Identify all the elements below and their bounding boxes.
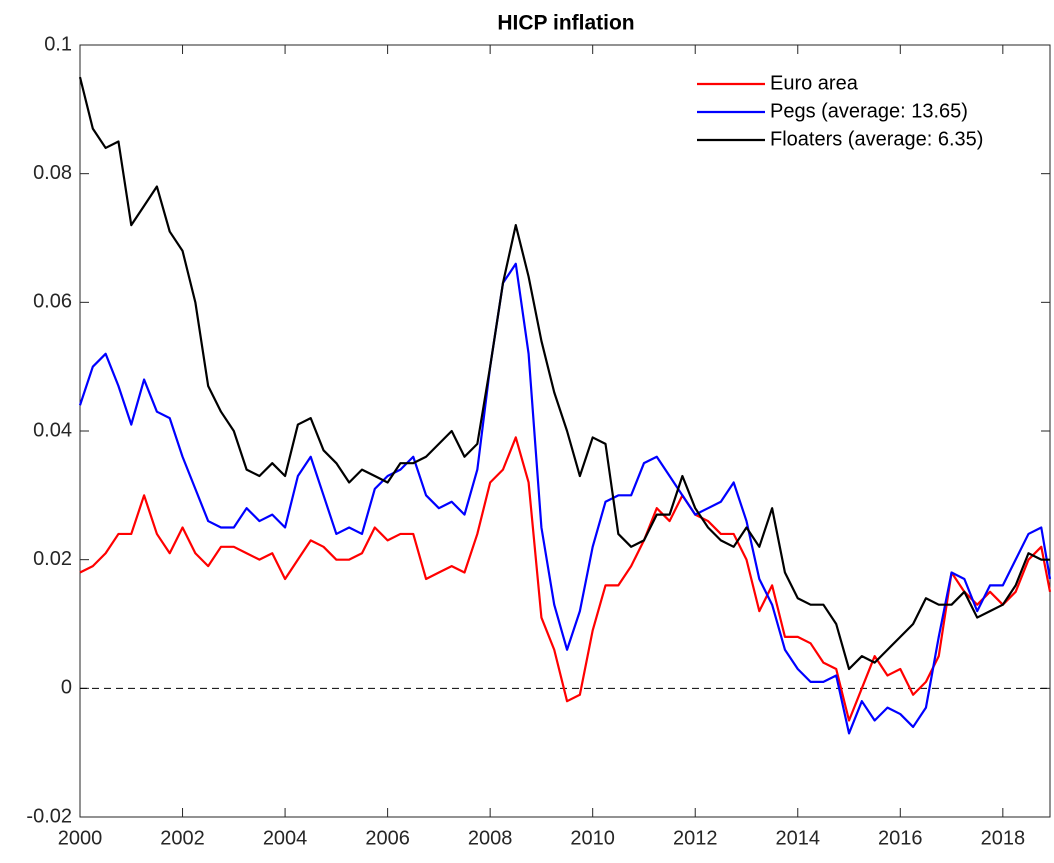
y-tick-label: 0 <box>61 677 72 699</box>
y-tick-label: 0.1 <box>44 33 72 55</box>
legend-label: Floaters (average: 6.35) <box>770 128 983 150</box>
x-tick-label: 2002 <box>160 827 205 849</box>
series-line <box>79 436 1052 722</box>
x-tick-label: 2010 <box>570 827 615 849</box>
x-tick-label: 2004 <box>263 827 308 849</box>
y-tick-label: -0.02 <box>26 805 72 827</box>
y-tick-label: 0.08 <box>33 162 72 184</box>
x-tick-label: 2008 <box>468 827 513 849</box>
x-tick-label: 2006 <box>365 827 410 849</box>
y-tick-label: 0.02 <box>33 548 72 570</box>
series-line <box>78 262 1052 735</box>
x-tick-label: 2014 <box>776 827 821 849</box>
x-tick-label: 2016 <box>878 827 923 849</box>
legend-label: Euro area <box>770 72 859 94</box>
y-tick-label: 0.06 <box>33 291 72 313</box>
chart-title: HICP inflation <box>497 12 634 35</box>
legend-label: Pegs (average: 13.65) <box>770 100 968 122</box>
y-tick-label: 0.04 <box>33 419 72 441</box>
series-line <box>78 76 1050 671</box>
x-tick-label: 2000 <box>58 827 103 849</box>
plot-area <box>79 44 1051 818</box>
x-tick-label: 2012 <box>673 827 718 849</box>
x-tick-label: 2018 <box>981 827 1026 849</box>
